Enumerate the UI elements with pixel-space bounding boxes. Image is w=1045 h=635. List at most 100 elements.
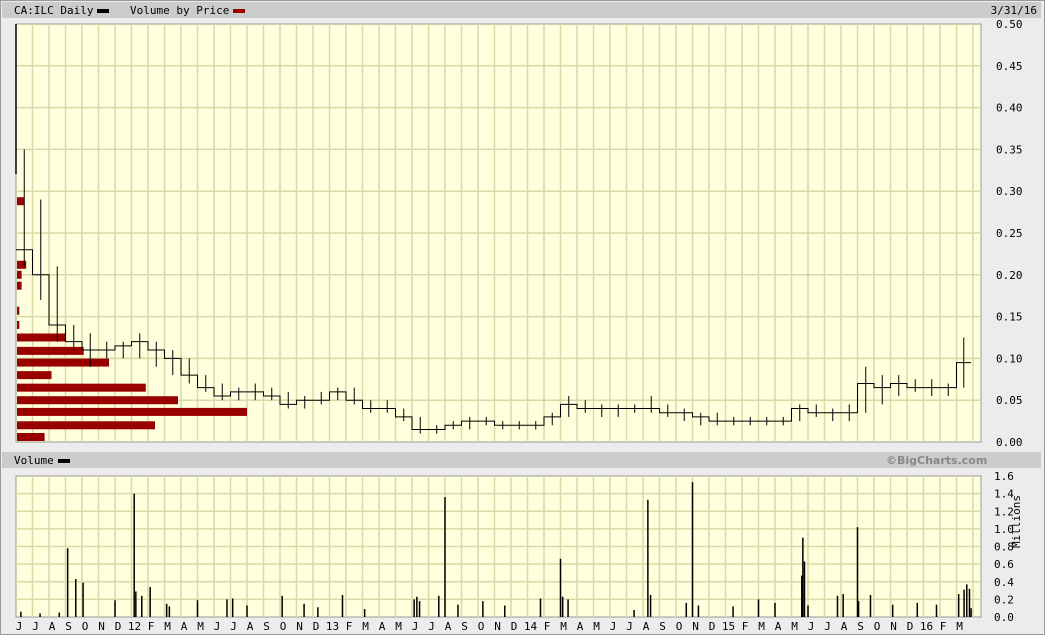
volume-tick-label: 1.2 (994, 505, 1014, 518)
volume-bar (281, 595, 283, 617)
price-header-bar: CA:ILC Daily Volume by Price 3/31/16 (2, 2, 1041, 18)
volume-tick-label: 0.2 (994, 593, 1014, 606)
volume-bar (75, 579, 77, 617)
month-label: N (890, 620, 897, 633)
month-label: J (626, 620, 633, 633)
month-label: F (940, 620, 947, 633)
month-label: O (676, 620, 683, 633)
vbp-bar (17, 197, 24, 206)
month-label: M (758, 620, 765, 633)
month-label: 13 (326, 620, 339, 633)
volume-tick-label: 1.6 (994, 470, 1014, 483)
volume-bar (647, 499, 649, 617)
copyright: ©BigCharts.com (886, 454, 988, 467)
month-label: N (98, 620, 105, 633)
month-label: A (181, 620, 188, 633)
volume-bar (842, 594, 844, 617)
month-label: M (956, 620, 963, 633)
volume-bar (20, 611, 22, 617)
month-label: 14 (524, 620, 538, 633)
vbp-legend: Volume by Price (130, 4, 246, 17)
volume-bar (567, 599, 569, 617)
month-label: N (296, 620, 303, 633)
volume-bar (836, 595, 839, 617)
month-label: A (775, 620, 782, 633)
volume-bar (970, 608, 972, 617)
month-label: M (560, 620, 567, 633)
month-label: D (511, 620, 518, 633)
volume-bar (226, 599, 228, 617)
month-label: M (791, 620, 798, 633)
volume-bar (168, 606, 171, 617)
month-label: S (65, 620, 72, 633)
volume-bar (135, 591, 137, 617)
vbp-bar (17, 371, 52, 380)
volume-bar (317, 607, 319, 617)
month-label: J (824, 620, 831, 633)
month-label: N (692, 620, 699, 633)
price-tick-label: 0.15 (996, 311, 1023, 324)
vbp-label: Volume by Price (130, 4, 230, 17)
price-tick-label: 0.20 (996, 269, 1023, 282)
vbp-bar (17, 421, 155, 430)
volume-bar (363, 609, 366, 617)
volume-bar (438, 595, 440, 617)
volume-bar (559, 558, 562, 617)
volume-label: Volume (14, 454, 54, 467)
month-label: J (428, 620, 435, 633)
month-label: 12 (128, 620, 141, 633)
price-tick-label: 0.40 (996, 102, 1023, 115)
vbp-bar (17, 333, 66, 342)
volume-bar (857, 601, 860, 617)
volume-tick-label: 0.8 (994, 541, 1014, 554)
month-label: J (808, 620, 815, 633)
volume-bar (732, 606, 734, 617)
month-label: D (115, 620, 122, 633)
volume-legend: Volume (14, 454, 70, 467)
month-label: A (445, 620, 452, 633)
price-tick-label: 0.35 (996, 143, 1023, 156)
volume-bar (561, 596, 564, 617)
volume-bar (633, 609, 635, 617)
volume-bar (802, 537, 804, 617)
volume-bar (697, 605, 700, 617)
volume-tick-label: 0.4 (994, 576, 1014, 589)
month-label: A (577, 620, 584, 633)
price-tick-label: 0.00 (996, 436, 1023, 449)
vbp-bar (17, 396, 178, 405)
vbp-bar (17, 358, 109, 367)
volume-bar (196, 600, 199, 617)
volume-bar (757, 599, 760, 617)
month-label: F (148, 620, 155, 633)
volume-bar (504, 605, 506, 617)
month-label: A (379, 620, 386, 633)
volume-bar (165, 603, 168, 617)
month-label: M (593, 620, 600, 633)
month-label: D (313, 620, 320, 633)
symbol-label: CA:ILC Daily (14, 4, 94, 17)
price-tick-label: 0.50 (996, 18, 1023, 31)
volume-bar (149, 587, 151, 617)
price-tick-label: 0.25 (996, 227, 1023, 240)
volume-bar (807, 605, 809, 617)
month-label: D (907, 620, 914, 633)
vbp-bar (17, 346, 84, 355)
month-label: F (544, 620, 551, 633)
chart-date: 3/31/16 (990, 4, 1037, 17)
month-label: S (659, 620, 666, 633)
volume-bar (968, 588, 971, 617)
vbp-bar (17, 270, 22, 279)
volume-bar (935, 604, 938, 617)
month-label: M (395, 620, 402, 633)
volume-bar (416, 596, 418, 617)
price-line (16, 249, 971, 430)
volume-bar (685, 602, 688, 617)
month-label: J (214, 620, 221, 633)
volume-swatch (57, 459, 70, 463)
vbp-bar (17, 260, 27, 269)
price-swatch (97, 9, 110, 13)
month-label: F (346, 620, 353, 633)
volume-header-bar: Volume ©BigCharts.com (2, 452, 1041, 468)
vbp-bar (17, 432, 45, 441)
